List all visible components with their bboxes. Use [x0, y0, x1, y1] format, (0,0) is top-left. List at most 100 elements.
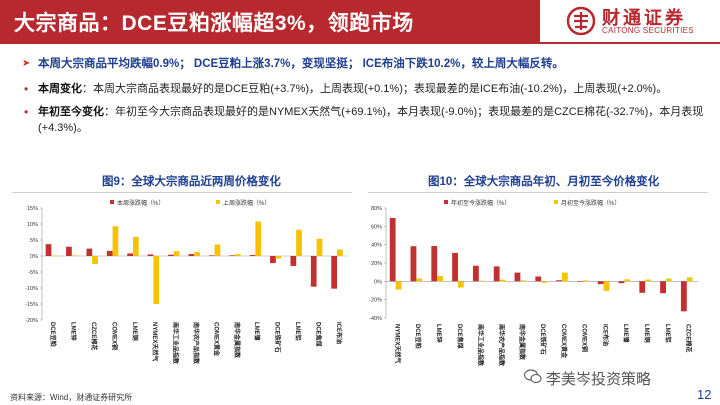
chart10-bar-s1-4: [452, 253, 458, 281]
arrow-bullet-icon: ➤: [22, 56, 30, 72]
chart10-bar-s2-9: [562, 273, 568, 282]
bullet-ytd: • 年初至今变化：年初至今大宗商品表现最好的是NYMEX天然气(+69.1%)，…: [22, 104, 712, 136]
chart10-ytick-label: 60%: [371, 224, 382, 230]
chart9-weekly-change: 本周涨跌幅（%） 上周涨跌幅（%） 15% 10% 5% 0% -5% -10% -15% -20…: [12, 194, 352, 372]
chart10-bar-s1-10: [577, 281, 583, 282]
chart10-legend-label-1: 年初至今涨跌幅（%）: [451, 199, 510, 207]
bullet-weekly-text: ：本周大宗商品表现最好的是DCE豆粕(+3.7%)，上周表现(+0.1%)；表现…: [82, 83, 667, 95]
page-number: 12: [697, 387, 711, 402]
chart9-category-label: LME铝: [294, 322, 302, 341]
chart10-title: 图10：全球大宗商品年初、月初至今价格变化: [428, 173, 659, 189]
chart9-bar-s2-13: [296, 230, 302, 256]
chart10-legend-swatch-1: [444, 200, 448, 204]
chart10-category-label: LME镍: [622, 324, 630, 343]
chart10-ytick-label: 80%: [371, 206, 382, 212]
chart9-title: 图9：全球大宗商品近两周价格变化: [102, 173, 281, 189]
bullet-main: ➤ 本周大宗商品平均跌幅0.9%； DCE豆粕上涨3.7%，变现坚挺； ICE布…: [22, 56, 712, 72]
chart9-ytick-label: 0%: [30, 254, 38, 260]
chart9-ytick-label: 10%: [27, 222, 38, 228]
chart10-category-label: DCE焦煤: [456, 324, 464, 349]
chart9-bar-s1-7: [168, 255, 174, 256]
slide-header: 大宗商品：DCE豆粕涨幅超3%，领跑市场 财通证券 CAITONG SECURI…: [0, 0, 720, 47]
chart9-bar-s2-11: [255, 221, 261, 256]
chart9-bar-s1-3: [86, 249, 92, 256]
chart9-bar-s2-2: [72, 255, 78, 256]
chart9-bar-s2-12: [276, 256, 282, 259]
chart9-bar-s1-13: [290, 256, 296, 266]
chart10-category-label: COMEX黄金: [560, 324, 568, 359]
chart9-category-label: CZCE棉花: [90, 322, 98, 350]
chart9-ytick-label: 15%: [27, 206, 38, 212]
brand-watermark: 李美岑投资策略: [546, 368, 651, 389]
chart10-category-label: 南华工业品指数: [477, 324, 485, 367]
chart9-bar-s2-15: [337, 250, 343, 256]
chart10-bar-s2-10: [583, 280, 589, 281]
chart9-bar-s2-3: [92, 256, 98, 264]
chart9-bar-s1-4: [107, 251, 113, 256]
chart9-category-label: LME镍: [253, 322, 261, 341]
chart10-bar-s1-11: [598, 281, 604, 284]
chart9-legend-swatch-1: [110, 200, 114, 204]
summary-bullets: ➤ 本周大宗商品平均跌幅0.9%； DCE豆粕上涨3.7%，变现坚挺； ICE布…: [22, 56, 712, 143]
chart9-bar-s2-14: [317, 239, 323, 256]
chart10-title-divider: [368, 192, 708, 193]
chart10-category-label: NYMEX天然气: [393, 324, 401, 363]
dot-bullet-icon: •: [24, 104, 28, 120]
chart10-category-label: ICE布油: [601, 324, 609, 346]
wechat-icon: [524, 369, 542, 384]
chart10-category-label: LME铝: [664, 324, 672, 343]
chart9-bar-s1-11: [250, 255, 256, 256]
chart10-ytick-label: 0%: [374, 279, 382, 285]
chart9-ytick-label: -15%: [25, 302, 38, 308]
chart9-bar-s1-6: [148, 254, 154, 256]
logo-mark-icon: [566, 6, 596, 36]
chart9-category-label: 南华金属指数: [233, 322, 241, 359]
chart9-category-label: DCE铁矿石: [274, 322, 282, 353]
chart10-legend-label-2: 月初至今涨跌幅（%）: [561, 199, 620, 207]
chart10-category-label: LME锌: [435, 324, 443, 343]
chart10-bar-s2-14: [666, 279, 672, 282]
chart9-bar-s1-9: [209, 255, 215, 256]
chart9-bar-s1-12: [270, 256, 276, 263]
source-note: 资料来源：Wind，财通证券研究所: [10, 392, 132, 403]
chart9-category-label: COMEX黄金: [212, 322, 220, 357]
bullet-ytd-label: 年初至今变化: [38, 106, 104, 118]
chart10-category-label: DCE铁矿石: [539, 324, 547, 355]
chart9-bar-s2-6: [153, 256, 159, 304]
chart10-bar-s1-3: [431, 246, 437, 281]
chart9-ytick-label: -5%: [28, 270, 38, 276]
chart10-bar-s2-8: [541, 281, 547, 282]
chart9-bar-s1-10: [229, 255, 235, 256]
chart10-bar-s2-2: [416, 279, 422, 282]
chart10-bar-s2-11: [604, 281, 610, 291]
chart10-bar-s1-1: [390, 218, 396, 281]
chart9-bar-s2-10: [235, 254, 241, 256]
chart9-category-label: ICE布油: [335, 322, 343, 344]
chart9-bar-s1-8: [188, 254, 194, 256]
chart9-legend-label-1: 本周涨跌幅（%）: [117, 199, 164, 207]
bullet-main-text: 本周大宗商品平均跌幅0.9%； DCE豆粕上涨3.7%，变现坚挺； ICE布油下…: [38, 58, 564, 70]
chart10-category-label: 南华农产品指数: [497, 324, 505, 367]
chart10-bar-s1-6: [494, 266, 500, 281]
chart9-bar-s1-1: [46, 244, 52, 256]
chart10-bar-s1-8: [535, 276, 541, 281]
chart9-category-label: LME锌: [70, 322, 78, 341]
chart9-ytick-label: 5%: [30, 238, 38, 244]
chart9-category-label: NYMEX天然气: [151, 322, 159, 361]
chart9-legend-label-2: 上周涨跌幅（%）: [223, 199, 270, 207]
header-divider: [0, 42, 720, 44]
chart9-bar-s1-5: [127, 253, 133, 256]
chart10-bar-s1-13: [639, 281, 645, 292]
bullet-weekly-label: 本周变化: [38, 83, 82, 95]
chart10-bar-s2-13: [645, 280, 651, 282]
chart9-bar-s2-1: [51, 256, 57, 257]
chart9-bar-s2-4: [113, 226, 119, 256]
chart10-bar-s2-3: [437, 276, 443, 281]
chart10-ytick-label: 40%: [371, 243, 382, 249]
chart9-title-divider: [12, 192, 352, 193]
chart9-ytick-label: -10%: [25, 286, 38, 292]
chart9-bar-s1-15: [331, 256, 337, 289]
chart9-category-label: DCE焦煤: [314, 322, 322, 347]
chart10-category-label: COMEX铜: [581, 324, 589, 352]
chart10-legend-swatch-2: [554, 200, 558, 204]
